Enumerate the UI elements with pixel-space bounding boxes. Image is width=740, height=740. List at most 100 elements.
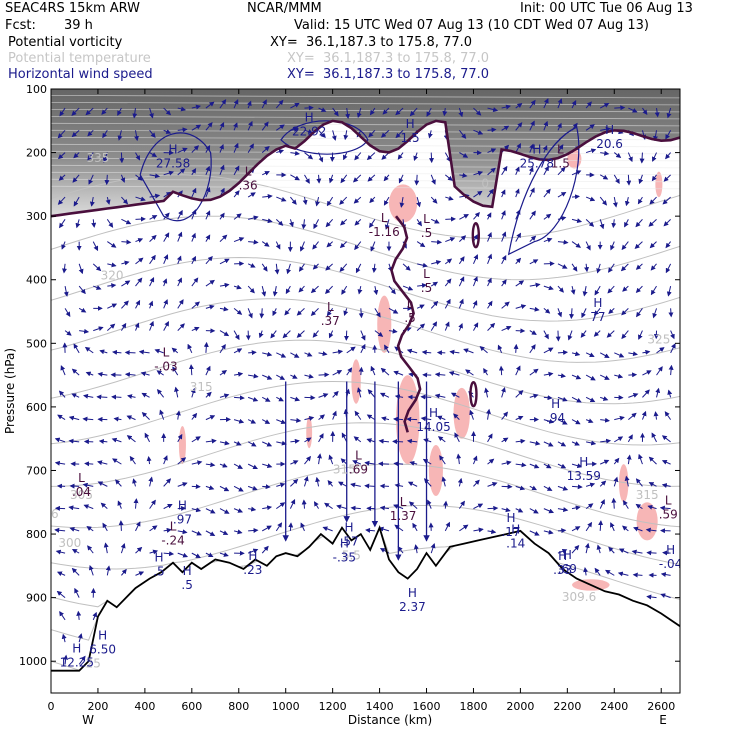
wind-vector: [360, 330, 366, 341]
wind-vector: [304, 437, 312, 443]
wind-vector: [163, 232, 170, 242]
extremum-value: 1.5: [401, 131, 420, 145]
wind-vector: [261, 146, 270, 153]
wind-vector: [340, 218, 348, 226]
wind-vector: [367, 389, 376, 398]
wind-vector: [261, 525, 272, 532]
wind-vector: [304, 174, 310, 184]
wind-vector: [324, 502, 333, 510]
pv-small-contour: [471, 222, 481, 249]
wind-vector: [379, 505, 390, 511]
wind-vector: [367, 174, 376, 182]
wind-vector: [247, 120, 253, 131]
wind-vector: [585, 241, 591, 251]
wind-vector: [100, 502, 108, 509]
extremum-value: .5: [404, 311, 415, 325]
wind-vector: [106, 323, 116, 331]
theta-contour: [51, 298, 680, 363]
wind-vector: [416, 304, 425, 310]
wind-vector: [458, 500, 465, 509]
wind-vector: [85, 371, 94, 377]
wind-vector: [276, 352, 287, 358]
wind-vector: [315, 476, 321, 487]
wind-vector: [107, 262, 117, 268]
wind-vector: [514, 188, 520, 198]
wind-vector: [132, 478, 137, 487]
wind-vector: [276, 196, 287, 202]
wind-vector: [430, 281, 439, 287]
wind-vector: [83, 393, 94, 399]
wind-vector: [473, 107, 482, 116]
wind-vector: [340, 458, 348, 465]
theta-contour-upper: [51, 150, 680, 155]
wind-vector: [275, 241, 281, 250]
extremum-marker: L: [423, 267, 430, 281]
wind-vector: [628, 351, 638, 357]
wind-vector: [332, 349, 344, 355]
wind-vector: [318, 351, 328, 357]
wind-vector: [610, 522, 615, 532]
wind-vector: [380, 367, 390, 376]
wind-vector: [57, 414, 66, 421]
wind-vector: [667, 389, 673, 398]
wind-vector: [645, 527, 657, 533]
wind-vector: [638, 453, 643, 465]
wind-vector: [135, 152, 141, 161]
wind-vector: [289, 219, 294, 228]
wind-vector: [459, 214, 469, 220]
wind-vector: [571, 484, 583, 490]
wind-vector: [543, 237, 553, 243]
wind-vector: [614, 415, 625, 421]
wind-vector: [529, 259, 539, 265]
wind-vector: [458, 322, 463, 331]
wind-vector: [373, 285, 379, 296]
wind-vector: [599, 103, 610, 109]
wind-vector: [247, 285, 255, 294]
wind-vector: [571, 194, 580, 200]
wind-vector: [92, 611, 98, 621]
wind-vector: [610, 241, 615, 251]
wind-vector: [543, 463, 552, 469]
wind-vector: [259, 308, 265, 319]
wind-vector: [304, 373, 314, 379]
wind-vector: [248, 350, 257, 356]
wind-vector: [441, 476, 447, 487]
wind-vector: [626, 454, 632, 465]
wind-vector: [191, 104, 201, 110]
extremum-value: -.04: [659, 557, 682, 571]
wind-vector: [126, 435, 136, 443]
wind-vector: [55, 549, 66, 555]
wind-vector: [103, 542, 109, 554]
wind-vector: [585, 196, 596, 202]
theta-contour: [51, 215, 680, 281]
wind-vector: [98, 438, 108, 444]
wind-vector: [71, 549, 80, 554]
wind-vector: [350, 505, 361, 511]
wind-vector: [261, 121, 269, 131]
extremum-value: 1.5: [551, 156, 570, 170]
wind-vector: [529, 393, 539, 399]
wind-vector: [191, 232, 196, 242]
wind-vector: [163, 455, 168, 465]
theta-contour-upper: [51, 157, 680, 162]
wind-vector: [233, 371, 244, 377]
wind-vector: [148, 300, 154, 309]
wind-vector: [276, 482, 286, 488]
wind-vector: [374, 308, 381, 318]
wind-vector: [408, 501, 418, 509]
wind-vector: [346, 346, 356, 354]
wind-vector: [205, 485, 215, 490]
wind-vector: [449, 349, 460, 355]
terrain: [51, 525, 680, 672]
wind-vector: [54, 527, 66, 533]
wind-vector: [585, 396, 596, 403]
wind-vector: [219, 393, 230, 399]
wind-vector: [91, 219, 97, 228]
wind-vector: [247, 308, 253, 319]
wind-vector: [642, 370, 652, 376]
wind-vector: [61, 241, 66, 250]
wind-vector: [233, 165, 240, 176]
wind-vector: [571, 463, 583, 469]
wind-vector: [219, 508, 230, 514]
wind-vector: [557, 463, 567, 469]
